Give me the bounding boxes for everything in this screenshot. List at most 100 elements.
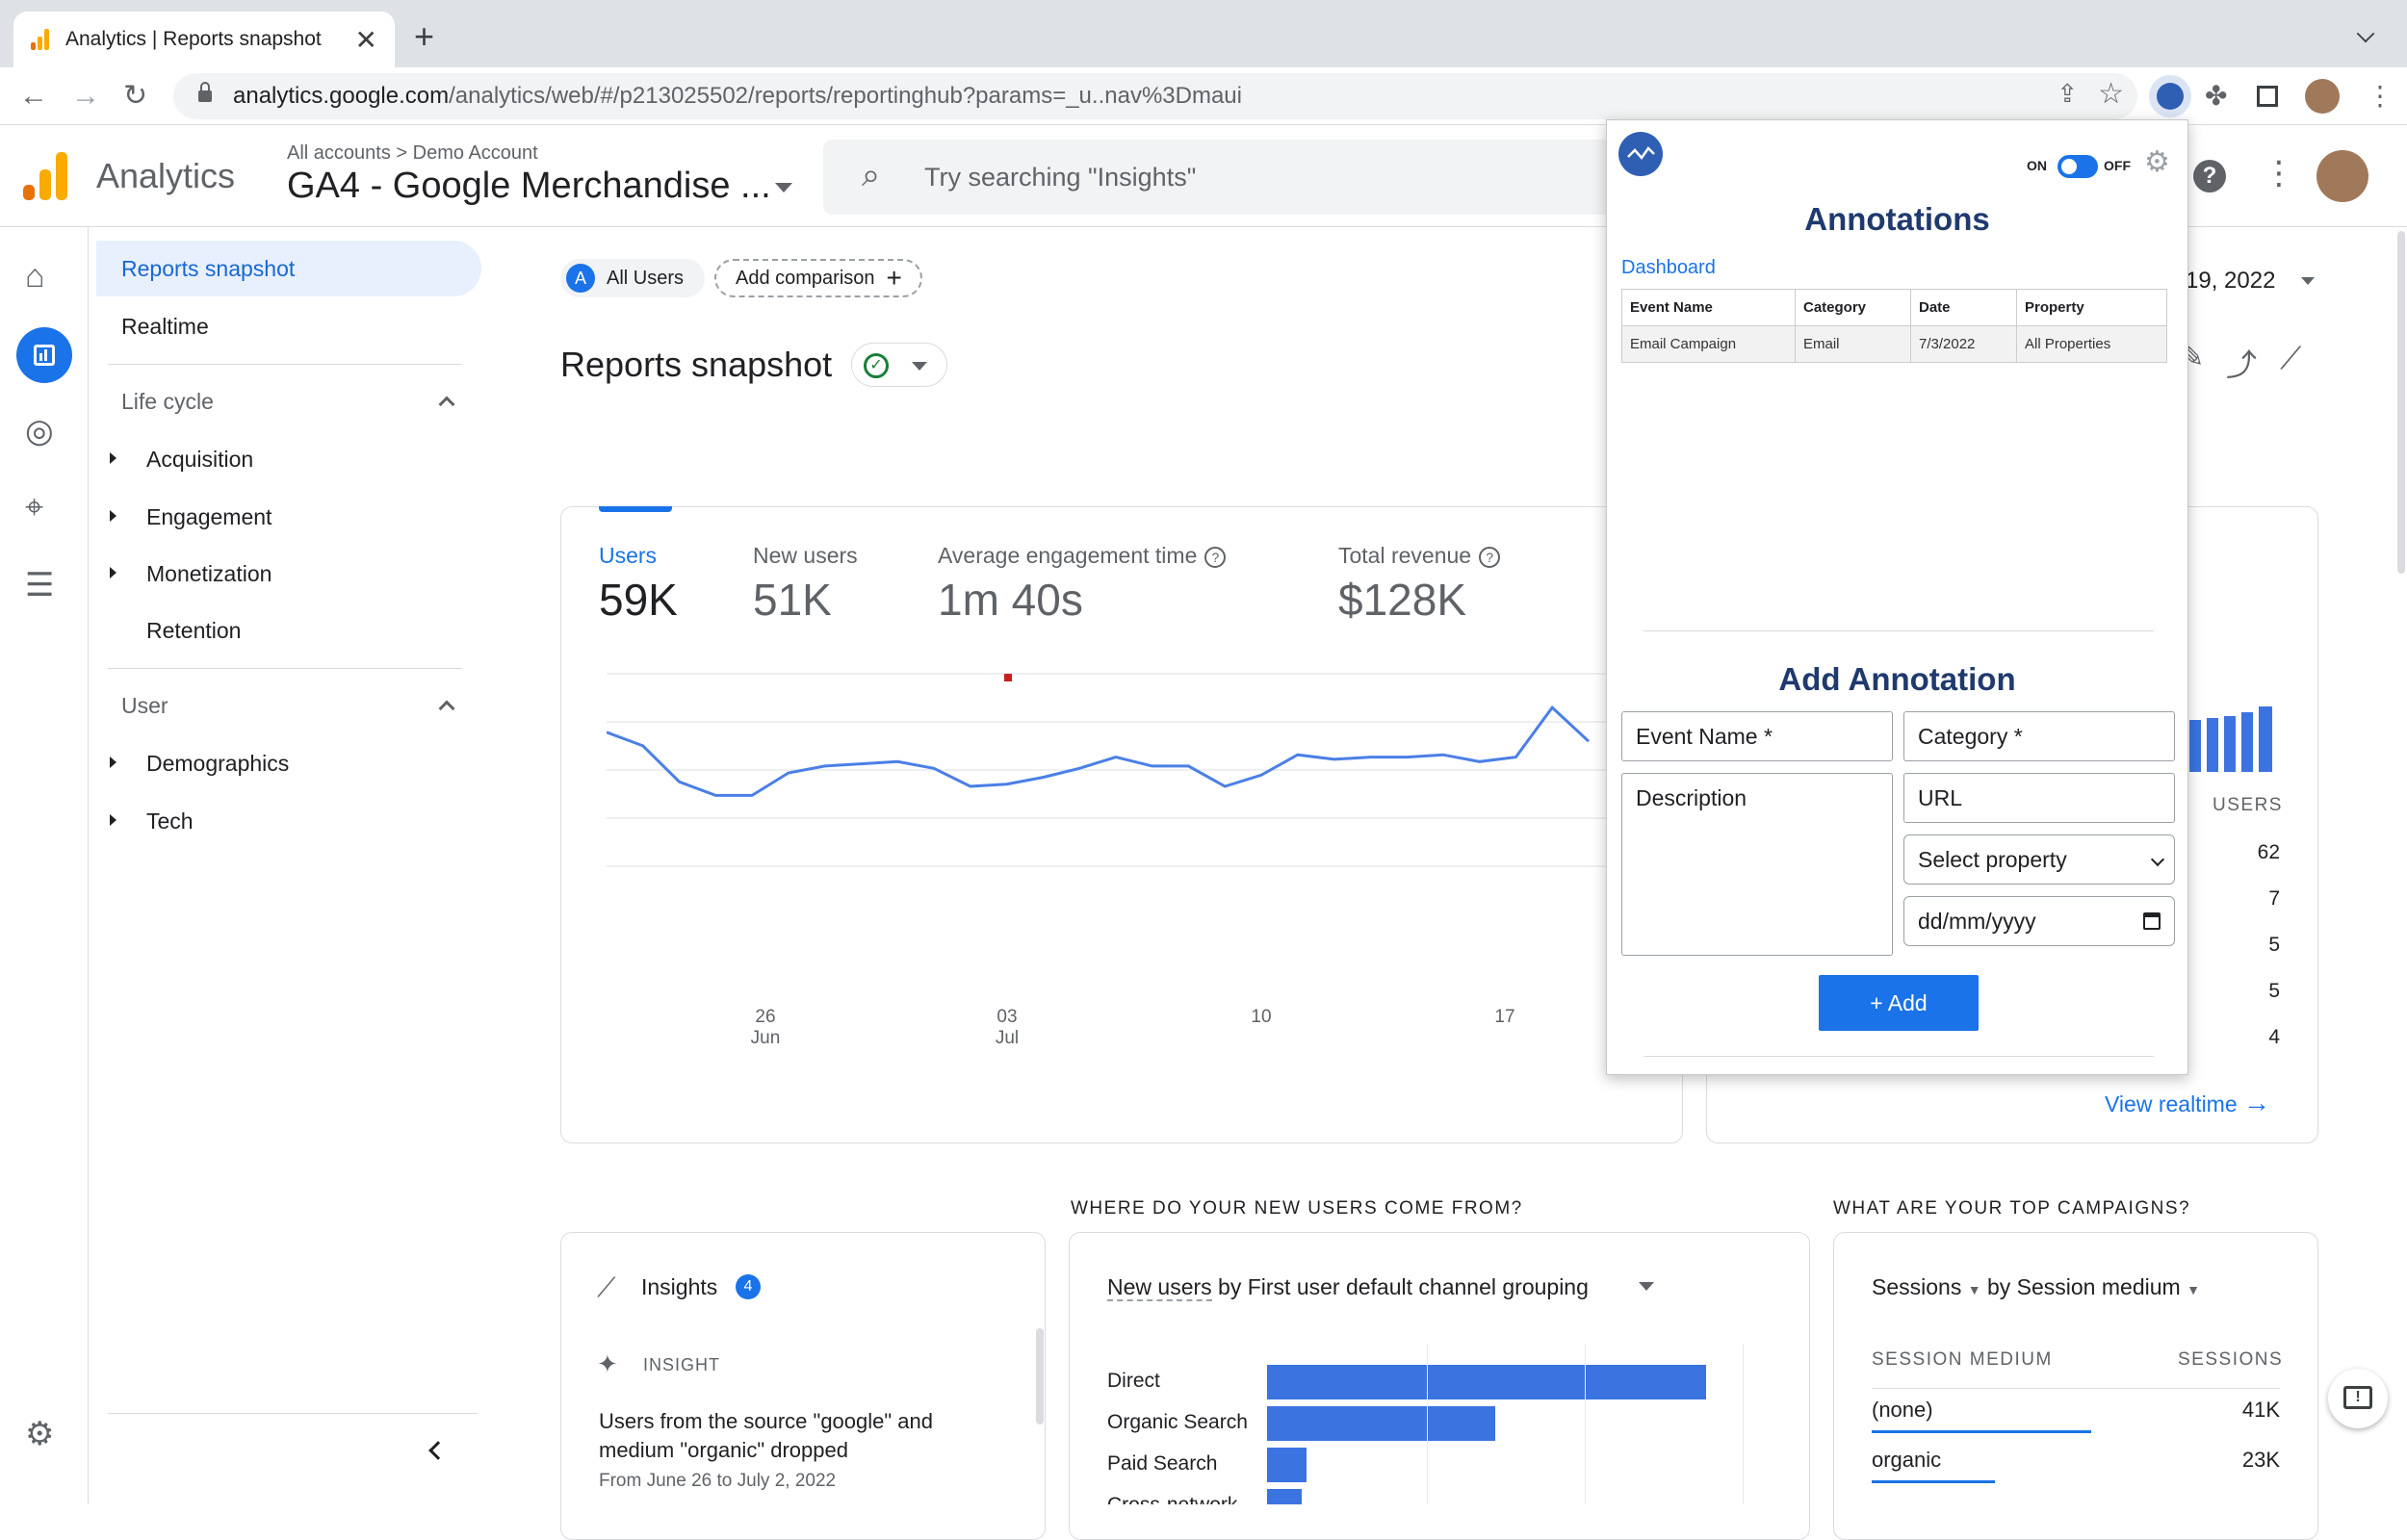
property-dropdown-icon[interactable]	[775, 183, 792, 192]
configure-icon[interactable]: ☰	[25, 567, 55, 603]
share-report-icon[interactable]: ⤴	[2226, 347, 2258, 382]
metric-engagement-label[interactable]: Average engagement time?	[938, 543, 1227, 569]
dropdown-icon[interactable]: ▼	[2187, 1282, 2200, 1297]
nav-user-header[interactable]: User	[121, 693, 168, 718]
expand-demographics-icon[interactable]	[110, 757, 116, 768]
publish-status-button[interactable]: ✓	[851, 343, 947, 387]
new-users-card-title[interactable]: New users by First user default channel …	[1107, 1274, 1589, 1301]
back-icon[interactable]: ←	[19, 80, 48, 112]
date-range-dropdown-icon[interactable]	[2301, 277, 2315, 285]
dimension-dropdown-icon[interactable]	[1639, 1282, 1654, 1291]
channel-bar[interactable]	[1267, 1406, 1496, 1441]
view-realtime-link[interactable]: View realtime →	[2105, 1088, 2270, 1118]
nav-divider	[108, 364, 462, 365]
nav-realtime[interactable]: Realtime	[121, 314, 209, 339]
bookmark-star-icon[interactable]: ☆	[2098, 78, 2124, 110]
breadcrumb-account[interactable]: Demo Account	[412, 142, 538, 164]
property-select[interactable]: Select property	[1903, 834, 2175, 885]
help-circle-icon[interactable]: ?	[1204, 546, 1227, 568]
address-bar[interactable]: analytics.google.com/analytics/web/#/p21…	[173, 73, 2137, 119]
account-avatar[interactable]	[2316, 150, 2368, 202]
breadcrumb[interactable]: All accounts > Demo Account	[287, 142, 538, 165]
channel-bar[interactable]	[1267, 1448, 1307, 1482]
metric-revenue-value[interactable]: $128K	[1338, 575, 1467, 625]
nav-acquisition[interactable]: Acquisition	[146, 447, 254, 472]
url-field[interactable]: URL	[1903, 773, 2175, 823]
event-name-field[interactable]: Event Name *	[1621, 711, 1893, 761]
calendar-icon[interactable]	[2143, 912, 2161, 930]
metric-users-value[interactable]: 59K	[599, 575, 678, 625]
metric-engagement-value[interactable]: 1m 40s	[938, 575, 1083, 625]
search-icon: ⌕	[862, 157, 881, 193]
nav-lifecycle-header[interactable]: Life cycle	[121, 389, 214, 414]
url-path: /analytics/web/#/p213025502/reports/repo…	[449, 83, 1242, 109]
page-scrollbar[interactable]	[2397, 231, 2405, 574]
nav-reports-snapshot[interactable]: Reports snapshot	[121, 256, 296, 281]
home-icon[interactable]: ⌂	[25, 258, 45, 295]
table-row[interactable]: Email Campaign Email 7/3/2022 All Proper…	[1621, 325, 2167, 363]
nav-demographics[interactable]: Demographics	[146, 751, 290, 776]
metric-revenue-label[interactable]: Total revenue?	[1338, 543, 1501, 569]
metric-users-label[interactable]: Users	[599, 543, 658, 568]
add-comparison-button[interactable]: Add comparison +	[714, 259, 922, 297]
campaign-medium[interactable]: (none)	[1872, 1398, 1933, 1422]
description-textarea[interactable]: Description	[1621, 773, 1893, 956]
help-icon[interactable]: ?	[2193, 160, 2226, 192]
insights-title[interactable]: Insights	[641, 1274, 718, 1299]
side-panel-icon[interactable]	[2257, 86, 2278, 107]
extensions-puzzle-icon[interactable]: ✤	[2205, 81, 2228, 111]
campaigns-title[interactable]: Sessions ▼ by Session medium ▼	[1872, 1274, 2200, 1300]
feedback-button[interactable]: !	[2328, 1369, 2388, 1428]
all-users-chip[interactable]: A All Users	[560, 259, 705, 297]
reports-rail-active[interactable]	[16, 327, 72, 383]
annotations-extension-icon[interactable]	[2149, 75, 2191, 117]
nav-monetization[interactable]: Monetization	[146, 561, 272, 586]
enable-toggle[interactable]	[2058, 155, 2098, 178]
date-range[interactable]: l 19, 2022	[2174, 268, 2276, 294]
channel-bar[interactable]	[1267, 1365, 1706, 1399]
help-circle-icon[interactable]: ?	[1479, 546, 1501, 568]
campaigns-dimension[interactable]: by Session medium	[1986, 1274, 2181, 1299]
expand-tech-icon[interactable]	[110, 814, 116, 826]
settings-gear-icon[interactable]: ⚙	[2144, 146, 2170, 178]
expand-engagement-icon[interactable]	[110, 510, 116, 522]
tab-search-chevron-icon[interactable]	[2356, 24, 2375, 43]
new-tab-icon[interactable]: +	[414, 16, 435, 56]
add-annotation-button[interactable]: + Add	[1819, 975, 1979, 1031]
dashboard-link[interactable]: Dashboard	[1621, 257, 1716, 278]
category-field[interactable]: Category *	[1903, 711, 2175, 761]
more-options-icon[interactable]: ⋮	[2263, 155, 2295, 192]
channel-bar[interactable]	[1267, 1489, 1303, 1504]
new-users-dimension[interactable]: by First user default channel grouping	[1218, 1274, 1589, 1299]
search-input[interactable]: ⌕ Try searching "Insights"	[823, 140, 1613, 215]
forward-icon[interactable]: →	[71, 80, 100, 112]
explore-icon[interactable]: ◎	[25, 413, 54, 449]
insights-trend-icon[interactable]: ⟋	[2280, 341, 2302, 375]
reload-icon[interactable]: ↻	[123, 80, 148, 112]
nav-divider	[108, 1413, 478, 1414]
nav-engagement[interactable]: Engagement	[146, 504, 272, 529]
annotation-marker[interactable]	[1004, 674, 1012, 681]
nav-retention[interactable]: Retention	[146, 618, 242, 643]
browser-menu-icon[interactable]: ⋮	[2367, 81, 2394, 111]
metric-new-users-label[interactable]: New users	[753, 543, 858, 568]
close-tab-icon[interactable]: ✕	[354, 24, 377, 55]
profile-avatar[interactable]	[2305, 79, 2340, 114]
share-icon[interactable]: ⇪	[2057, 79, 2078, 108]
settings-gear-icon[interactable]: ⚙	[25, 1416, 55, 1452]
new-users-metric[interactable]: New users	[1107, 1274, 1212, 1301]
breadcrumb-all-accounts[interactable]: All accounts	[287, 142, 391, 164]
campaign-medium[interactable]: organic	[1872, 1448, 1942, 1472]
dropdown-icon[interactable]: ▼	[1967, 1282, 1981, 1297]
campaigns-metric[interactable]: Sessions	[1872, 1274, 1962, 1299]
insights-scrollbar[interactable]	[1036, 1328, 1044, 1424]
expand-monetization-icon[interactable]	[110, 567, 116, 578]
property-selector[interactable]: GA4 - Google Merchandise ...	[287, 166, 771, 206]
expand-acquisition-icon[interactable]	[110, 452, 116, 464]
insight-text[interactable]: Users from the source "google" and medium…	[599, 1407, 933, 1465]
advertising-icon[interactable]: ⌖	[25, 489, 44, 526]
nav-tech[interactable]: Tech	[146, 808, 194, 834]
browser-tab[interactable]: Analytics | Reports snapshot ✕	[13, 12, 395, 67]
metric-new-users-value[interactable]: 51K	[753, 575, 832, 625]
date-input[interactable]: dd/mm/yyyy	[1903, 896, 2175, 946]
